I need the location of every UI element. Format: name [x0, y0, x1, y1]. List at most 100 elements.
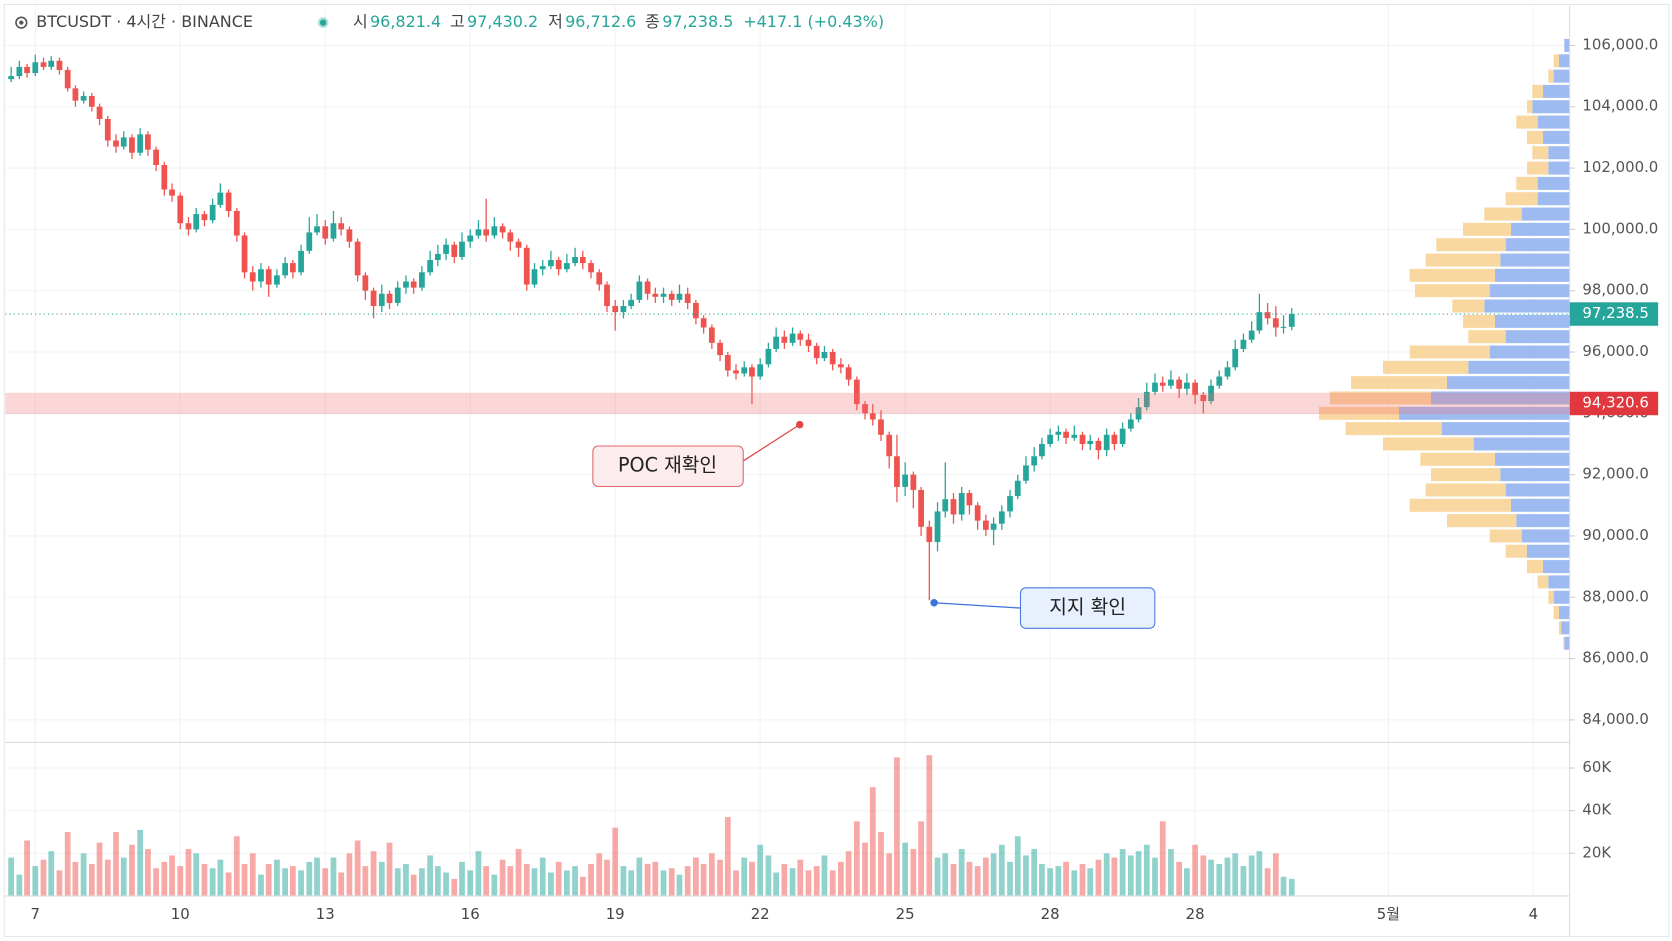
profile-bar	[1542, 84, 1570, 98]
candle-body	[507, 232, 514, 242]
profile-bar	[1548, 590, 1554, 604]
volume-bar	[129, 844, 135, 896]
candle-body	[193, 214, 200, 230]
profile-bar	[1505, 192, 1538, 206]
volume-bar	[1039, 863, 1045, 896]
volume-bar	[1288, 878, 1295, 896]
volume-bar	[217, 859, 224, 896]
volume-bar	[434, 866, 441, 896]
candle-body	[394, 287, 401, 303]
poc-band	[5, 392, 1570, 415]
candle-body	[1063, 431, 1069, 438]
volume-bar	[604, 859, 610, 896]
candle-body	[805, 339, 812, 346]
candle-body	[668, 293, 675, 300]
profile-bar	[1521, 529, 1570, 543]
y2-tick-label: 40K	[1582, 801, 1612, 819]
candle-body	[862, 404, 868, 414]
volume-bar	[886, 853, 893, 896]
candle-body	[419, 272, 425, 288]
candle-body	[104, 119, 111, 141]
profile-bar	[1521, 207, 1570, 221]
candle-body	[40, 62, 47, 67]
candle-body	[1224, 367, 1231, 377]
candle-body	[1103, 434, 1110, 451]
volume-bar	[201, 863, 208, 896]
candle-body	[362, 275, 369, 291]
volume-bar	[926, 755, 933, 896]
volume-bar	[1184, 868, 1190, 896]
candle-body	[1248, 330, 1255, 340]
volume-bar	[491, 874, 498, 896]
low-label: 저	[548, 12, 563, 31]
candle-body	[169, 189, 175, 196]
volume-bar	[974, 866, 981, 896]
candle-body	[410, 281, 417, 288]
volume-bar	[749, 861, 755, 896]
candle-body	[1031, 456, 1038, 466]
candle-body	[1152, 382, 1158, 392]
volume-bar	[853, 821, 860, 896]
candle-body	[1071, 434, 1078, 438]
profile-bar	[1494, 452, 1570, 466]
profile-bar	[1548, 161, 1570, 175]
profile-bar	[1537, 176, 1570, 190]
volume-bar	[1143, 844, 1150, 896]
candle-body	[636, 281, 643, 300]
annotation-box	[1019, 587, 1156, 629]
profile-bar	[1409, 498, 1511, 512]
profile-bar	[1564, 636, 1570, 650]
candle-body	[338, 223, 345, 230]
y2-tick-label: 60K	[1582, 758, 1612, 776]
volume-bar	[652, 861, 659, 896]
candle-body	[475, 229, 482, 236]
candle-body	[314, 226, 320, 233]
candle-body	[185, 223, 192, 230]
volume-bar	[338, 872, 345, 896]
candle-body	[926, 526, 933, 543]
candle-body	[733, 370, 739, 374]
profile-bar	[1526, 130, 1543, 144]
volume-bar	[1079, 863, 1086, 896]
volume-bar	[1208, 859, 1214, 896]
volume-bar	[419, 868, 425, 896]
x-tick-label: 19	[606, 905, 625, 923]
volume-bar	[1240, 866, 1247, 896]
candle-body	[209, 204, 216, 221]
volume-bar	[636, 857, 643, 896]
profile-bar	[1505, 483, 1570, 497]
candle-body	[201, 214, 208, 221]
candle-body	[717, 342, 723, 356]
volume-bar	[966, 861, 973, 896]
volume-bar	[539, 857, 546, 896]
candle-body	[1111, 434, 1118, 444]
volume-bar	[346, 853, 353, 896]
profile-bar	[1558, 54, 1570, 68]
candle-body	[491, 226, 498, 236]
profile-bar	[1553, 590, 1570, 604]
profile-bar	[1548, 69, 1554, 83]
volume-bar	[137, 829, 144, 896]
volume-bar	[845, 851, 852, 896]
candle-body	[113, 140, 119, 147]
symbol: BTCUSDT · 4시간 · BINANCE	[36, 12, 253, 31]
candle-body	[797, 333, 804, 340]
profile-bar	[1505, 544, 1527, 558]
profile-bar	[1319, 406, 1400, 420]
candle-body	[910, 474, 917, 490]
profile-bar	[1510, 222, 1570, 236]
volume-bar	[741, 857, 748, 896]
volume-bar	[813, 866, 820, 896]
candle-body	[72, 88, 79, 101]
volume-bar	[451, 878, 458, 896]
candle-body	[564, 263, 570, 270]
candle-body	[523, 247, 530, 285]
volume-bar	[282, 868, 289, 896]
candle-body	[451, 244, 458, 257]
profile-bar	[1526, 161, 1549, 175]
candle-body	[555, 260, 562, 270]
volume-bar	[1087, 868, 1094, 896]
volume-bar	[910, 849, 917, 896]
candle-body	[749, 367, 755, 377]
candle-body	[781, 336, 788, 343]
